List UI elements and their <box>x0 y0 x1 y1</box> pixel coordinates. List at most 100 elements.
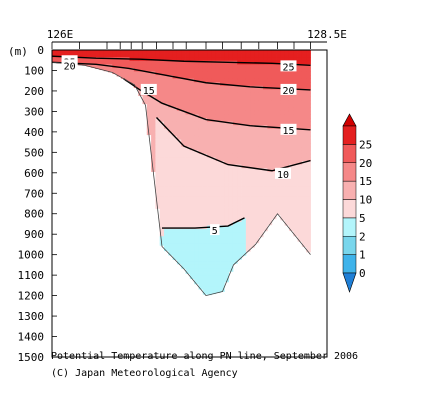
field-cell <box>220 50 225 54</box>
field-cell <box>194 89 199 94</box>
field-cell <box>155 125 161 130</box>
field-cell <box>176 118 182 123</box>
field-cell <box>159 132 165 137</box>
field-cell <box>207 178 212 183</box>
field-cell <box>159 161 165 166</box>
y-tick-label: 800 <box>24 208 44 221</box>
field-cell <box>86 53 92 58</box>
field-cell <box>181 171 186 176</box>
field-cell <box>271 146 277 151</box>
field-cell <box>168 100 174 105</box>
field-cell <box>232 139 238 144</box>
field-cell <box>250 139 255 144</box>
field-cell <box>241 168 247 173</box>
field-cell <box>224 168 230 173</box>
field-cell <box>164 218 169 223</box>
field-cell <box>194 168 199 173</box>
field-cell <box>189 157 195 162</box>
field-cell <box>181 118 186 123</box>
field-cell <box>280 121 286 126</box>
field-cell <box>276 114 281 119</box>
field-cell <box>151 121 156 126</box>
field-cell <box>172 53 178 58</box>
field-cell <box>198 246 204 251</box>
field-cell <box>198 286 204 290</box>
field-cell <box>220 168 225 173</box>
contour-label: 15 <box>143 86 155 97</box>
field-cell <box>224 261 230 266</box>
field-cell <box>280 92 286 97</box>
field-cell <box>120 50 126 54</box>
field-cell <box>181 139 186 144</box>
field-cell <box>237 78 242 83</box>
field-cell <box>237 75 242 80</box>
field-cell <box>267 82 273 87</box>
field-cell <box>284 214 290 219</box>
field-cell <box>288 182 294 187</box>
field-cell <box>258 132 264 137</box>
field-cell <box>185 257 191 262</box>
field-cell <box>211 85 217 90</box>
field-cell <box>232 85 238 90</box>
field-cell <box>276 110 281 115</box>
field-cell <box>172 254 178 259</box>
field-cell <box>258 164 264 169</box>
field-cell <box>207 193 212 198</box>
field-cell <box>293 118 298 123</box>
field-cell <box>155 85 161 90</box>
field-cell <box>220 246 225 251</box>
field-cell <box>276 78 281 83</box>
colorbar-tick-label: 1 <box>359 249 366 262</box>
field-cell <box>198 60 204 65</box>
field-cell <box>168 135 174 140</box>
field-cell <box>215 171 221 176</box>
field-cell <box>207 153 212 158</box>
field-cell <box>202 264 208 269</box>
field-cell <box>108 53 113 58</box>
field-cell <box>194 157 199 162</box>
field-cell <box>263 135 268 140</box>
field-cell <box>250 243 255 248</box>
field-cell <box>276 211 281 215</box>
field-cell <box>263 225 268 230</box>
field-cell <box>224 161 230 166</box>
field-cell <box>224 143 230 148</box>
field-cell <box>159 204 165 208</box>
field-cell <box>194 153 199 158</box>
field-cell <box>215 50 221 54</box>
field-cell <box>211 204 217 208</box>
field-cell <box>181 92 186 97</box>
field-cell <box>271 57 277 62</box>
field-cell <box>176 239 182 244</box>
field-cell <box>176 96 182 101</box>
field-cell <box>151 78 156 83</box>
field-cell <box>159 110 165 115</box>
field-cell <box>284 143 290 148</box>
field-cell <box>176 254 182 259</box>
field-cell <box>241 150 247 155</box>
field-cell <box>258 146 264 151</box>
field-cell <box>241 107 247 112</box>
field-cell <box>211 193 217 198</box>
field-cell <box>151 150 156 155</box>
field-cell <box>224 125 230 130</box>
field-cell <box>215 78 221 83</box>
field-cell <box>284 92 290 97</box>
field-cell <box>151 100 156 105</box>
field-cell <box>293 189 298 194</box>
field-cell <box>232 125 238 130</box>
field-cell <box>164 60 169 65</box>
field-cell <box>181 96 186 101</box>
field-cell <box>181 182 186 187</box>
field-cell <box>301 196 307 201</box>
field-cell <box>164 200 169 205</box>
field-cell <box>56 53 62 58</box>
field-cell <box>103 64 109 69</box>
field-cell <box>211 175 217 180</box>
field-cell <box>297 75 303 80</box>
field-cell <box>194 243 199 248</box>
field-cell <box>151 110 156 115</box>
field-cell <box>164 196 169 201</box>
field-cell <box>263 186 268 191</box>
field-cell <box>250 196 255 201</box>
